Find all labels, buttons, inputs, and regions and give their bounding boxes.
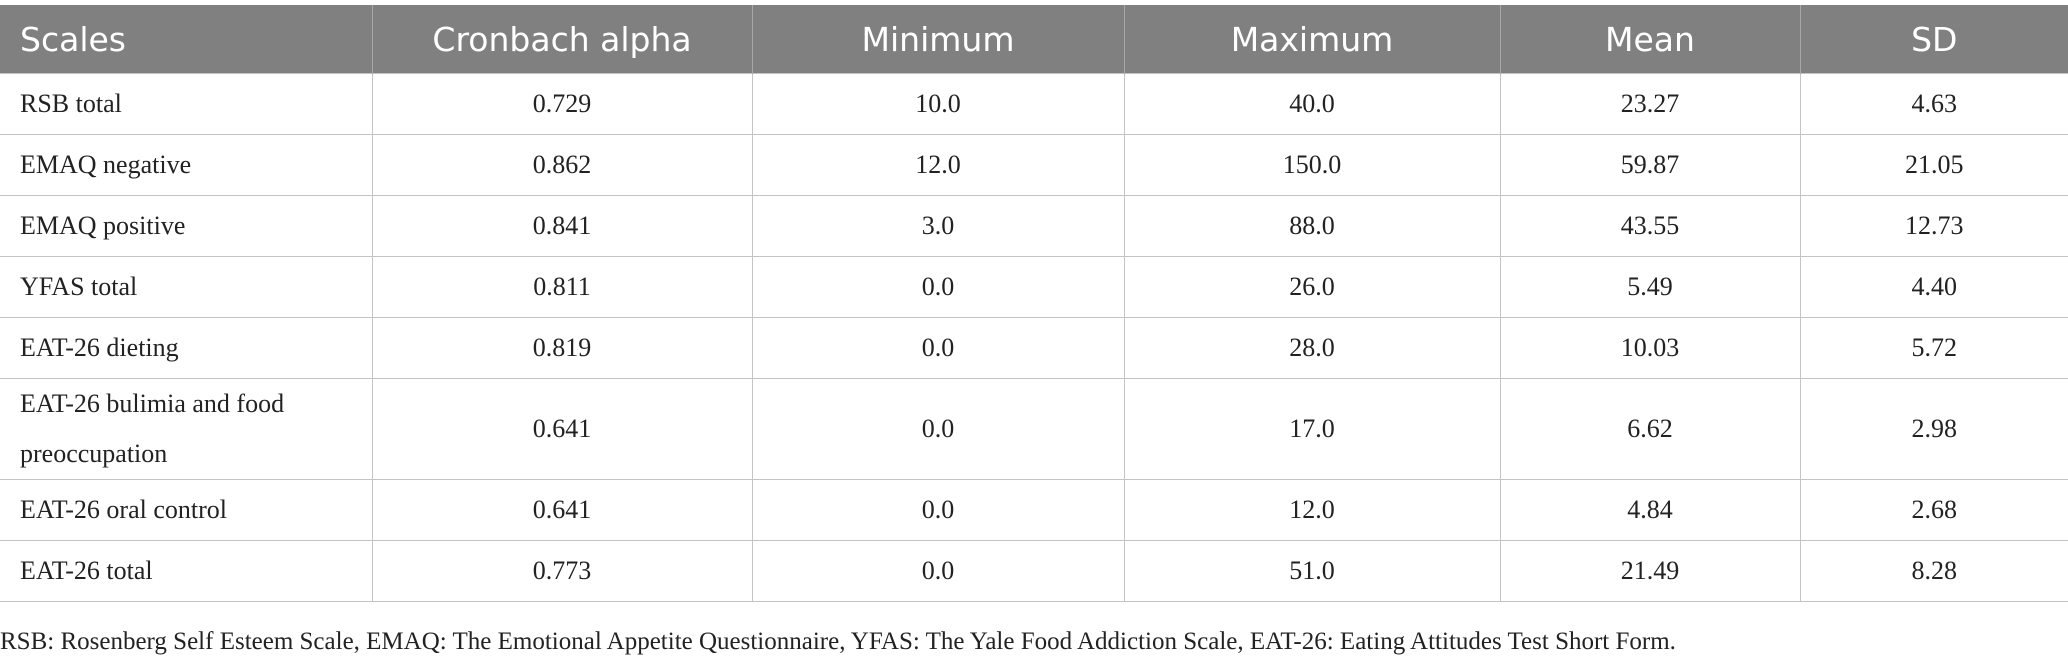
table-row: YFAS total 0.811 0.0 26.0 5.49 4.40 (0, 256, 2068, 318)
table-cell: 4.84 (1499, 479, 1801, 541)
table-cell: 0.0 (751, 256, 1125, 318)
table-row: RSB total 0.729 10.0 40.0 23.27 4.63 (0, 73, 2068, 135)
table-cell: 51.0 (1123, 540, 1501, 602)
table-row: EAT-26 bulimia and food preoccupation 0.6… (0, 378, 2068, 480)
table-cell: 2.98 (1799, 378, 2068, 480)
header-row: Scales Cronbach alpha Minimum Maximum Mean SD (0, 5, 2068, 74)
table-cell: 6.62 (1499, 378, 1801, 480)
row-label: RSB total (0, 73, 373, 135)
table-cell: 12.0 (751, 134, 1125, 196)
table-cell: 21.49 (1499, 540, 1801, 602)
header-cell: Scales (0, 5, 372, 74)
table-cell: 59.87 (1499, 134, 1801, 196)
table-cell: 23.27 (1499, 73, 1801, 135)
table-cell: 40.0 (1123, 73, 1501, 135)
table-cell: 0.0 (751, 378, 1125, 480)
table-cell: 43.55 (1499, 195, 1801, 257)
footnote: RSB: Rosenberg Self Esteem Scale, EMAQ: … (0, 628, 1676, 655)
table-cell: 21.05 (1799, 134, 2068, 196)
table-cell: 5.49 (1499, 256, 1801, 318)
row-label: EAT-26 total (0, 540, 373, 602)
header-cell: Maximum (1123, 5, 1500, 74)
table-cell: 10.0 (751, 73, 1125, 135)
table-cell: 12.73 (1799, 195, 2068, 257)
header-cell: Minimum (751, 5, 1124, 74)
table-cell: 3.0 (751, 195, 1125, 257)
table-body: RSB total 0.729 10.0 40.0 23.27 4.63 EMAQ nega… (0, 73, 2068, 602)
table-cell: 28.0 (1123, 317, 1501, 379)
table-row: EMAQ positive 0.841 3.0 88.0 43.55 12.73 (0, 195, 2068, 257)
table-cell: 0.641 (371, 479, 753, 541)
header-cell: Mean (1499, 5, 1800, 74)
table-cell: 0.841 (371, 195, 753, 257)
row-label: EAT-26 oral control (0, 479, 373, 541)
table-cell: 26.0 (1123, 256, 1501, 318)
row-label: YFAS total (0, 256, 373, 318)
table-cell: 150.0 (1123, 134, 1501, 196)
table-cell: 0.773 (371, 540, 753, 602)
table-header: Scales Cronbach alpha Minimum Maximum Mean SD (0, 5, 2068, 74)
table-cell: 0.0 (751, 317, 1125, 379)
table-cell: 0.819 (371, 317, 753, 379)
table-cell: 12.0 (1123, 479, 1501, 541)
table-cell: 8.28 (1799, 540, 2068, 602)
header-cell: Cronbach alpha (371, 5, 752, 74)
table-cell: 0.641 (371, 378, 753, 480)
table-cell: 4.63 (1799, 73, 2068, 135)
table-cell: 0.0 (751, 540, 1125, 602)
table-cell: 10.03 (1499, 317, 1801, 379)
row-label: EAT-26 bulimia and food preoccupation (0, 378, 373, 480)
data-table: Scales Cronbach alpha Minimum Maximum Mean SD… (0, 5, 2068, 602)
table-cell: 4.40 (1799, 256, 2068, 318)
table-cell: 5.72 (1799, 317, 2068, 379)
table-row: EMAQ negative 0.862 12.0 150.0 59.87 21.05 (0, 134, 2068, 196)
table-cell: 17.0 (1123, 378, 1501, 480)
table-cell: 0.729 (371, 73, 753, 135)
table-cell: 0.0 (751, 479, 1125, 541)
table-row: EAT-26 dieting 0.819 0.0 28.0 10.03 5.72 (0, 317, 2068, 379)
table-cell: 2.68 (1799, 479, 2068, 541)
row-label: EAT-26 dieting (0, 317, 373, 379)
row-label: EMAQ negative (0, 134, 373, 196)
table-cell: 0.811 (371, 256, 753, 318)
row-label: EMAQ positive (0, 195, 373, 257)
table-row: EAT-26 oral control 0.641 0.0 12.0 4.84 2.68 (0, 479, 2068, 541)
table-cell: 0.862 (371, 134, 753, 196)
table-row: EAT-26 total 0.773 0.0 51.0 21.49 8.28 (0, 540, 2068, 602)
table-cell: 88.0 (1123, 195, 1501, 257)
header-cell: SD (1799, 5, 2068, 74)
